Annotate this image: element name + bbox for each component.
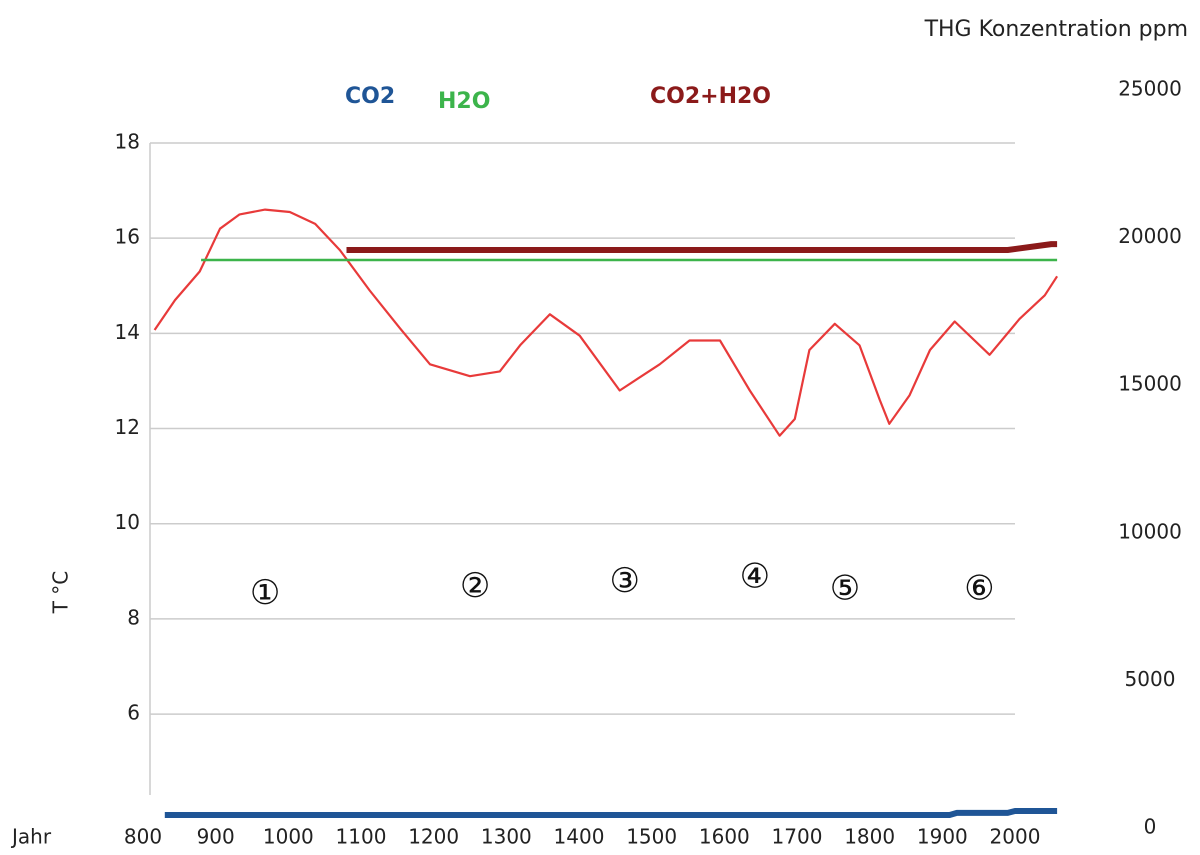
annotation: ① — [250, 573, 280, 613]
y2-tick-label: 5000 — [1125, 667, 1176, 691]
y-tick-label: 6 — [127, 701, 140, 725]
y2-tick-label: 10000 — [1118, 519, 1182, 543]
y-tick-label: 16 — [115, 225, 140, 249]
annotation: ② — [460, 566, 490, 606]
annotation: ⑤ — [830, 568, 860, 608]
x-tick-label: 1900 — [917, 825, 968, 849]
y2-tick-label: 25000 — [1118, 77, 1182, 101]
y-tick-label: 18 — [115, 130, 140, 154]
x-tick-label: 1200 — [408, 825, 459, 849]
annotation: ④ — [740, 556, 770, 596]
annotation: ③ — [610, 561, 640, 601]
y-tick-label: 10 — [115, 510, 140, 534]
y2-tick-label: 20000 — [1118, 224, 1182, 248]
x-tick-label: 1500 — [626, 825, 677, 849]
x-tick-label: 1100 — [336, 825, 387, 849]
y-tick-label: 12 — [115, 415, 140, 439]
y-tick-label: 14 — [115, 320, 140, 344]
line-series — [164, 808, 1058, 818]
x-tick-label: 1000 — [263, 825, 314, 849]
x-tick-label: 1300 — [481, 825, 532, 849]
line-series — [346, 241, 1058, 253]
x-tick-label: 800 — [124, 825, 162, 849]
x-tick-label: 900 — [197, 825, 235, 849]
x-tick-label: 1400 — [554, 825, 605, 849]
x-tick-label: 1600 — [699, 825, 750, 849]
x-axis-title: Jahr — [10, 825, 52, 849]
line-series — [153, 208, 1059, 437]
y2-axis-title: THG Konzentration ppm — [924, 17, 1188, 42]
legend-entry: CO2+H2O — [650, 84, 771, 109]
annotation: ⑥ — [964, 568, 994, 608]
x-tick-label: 2000 — [990, 825, 1041, 849]
x-tick-label: 1800 — [844, 825, 895, 849]
x-tick-label: 1700 — [772, 825, 823, 849]
y-axis-title: T °C — [49, 571, 73, 615]
y-tick-label: 8 — [127, 605, 140, 629]
y2-tick-label: 15000 — [1118, 372, 1182, 396]
legend-entry: CO2 — [345, 84, 395, 109]
y2-tick-label: 0 — [1144, 815, 1157, 839]
legend-entry: H2O — [438, 89, 490, 114]
